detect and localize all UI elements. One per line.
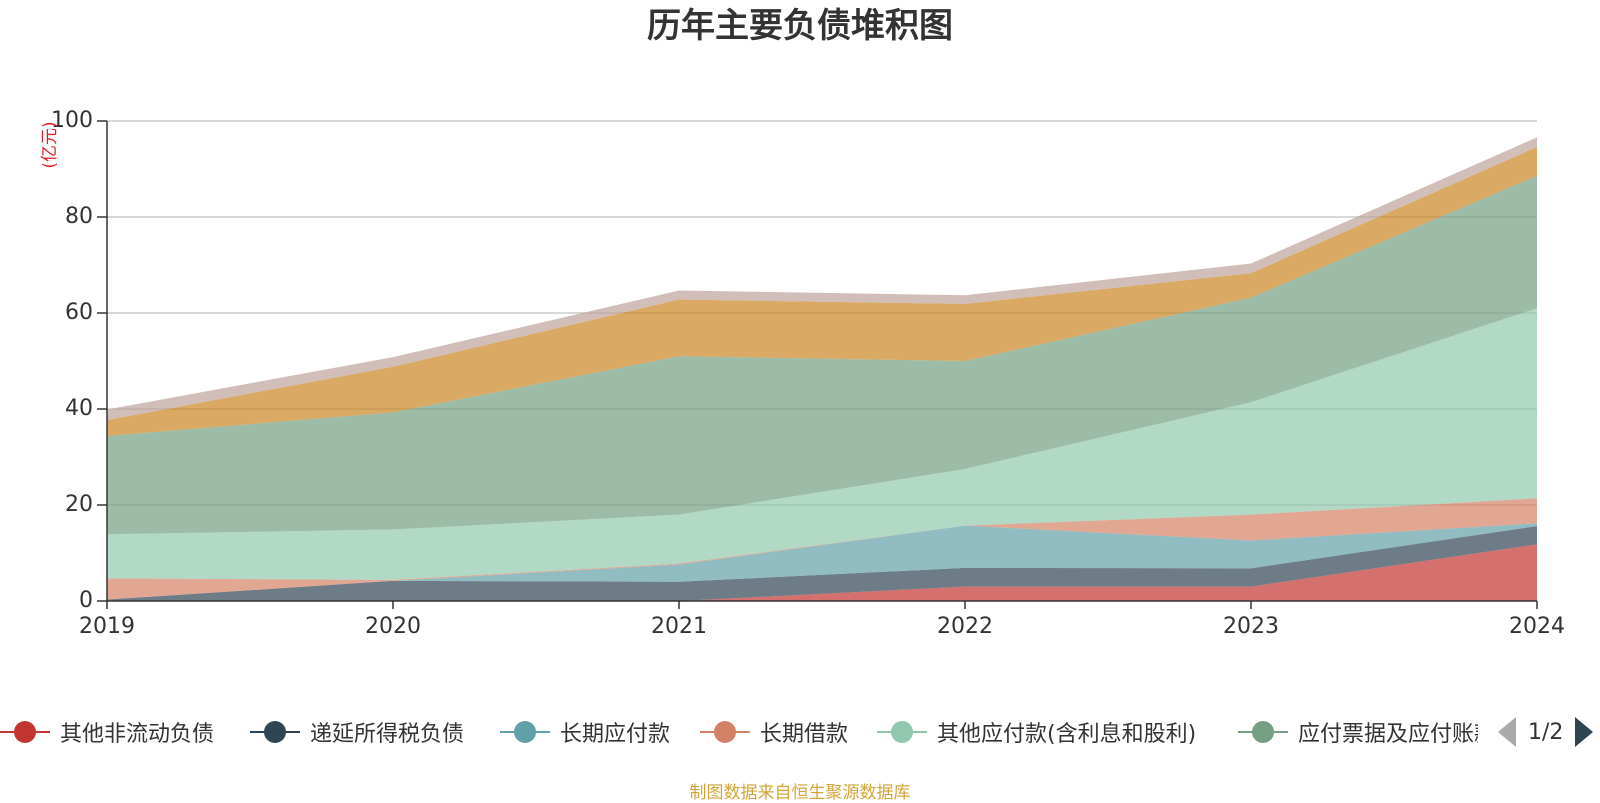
legend-marker-icon xyxy=(0,720,50,744)
area-series xyxy=(107,137,1537,601)
legend-label: 应付票据及应付账款 xyxy=(1298,722,1478,747)
legend-item[interactable]: 其他非流动负债 xyxy=(0,712,214,752)
legend-item[interactable]: 长期应付款 xyxy=(500,712,670,752)
legend-next-icon[interactable] xyxy=(1575,717,1594,747)
area-series-7 xyxy=(107,146,1537,436)
area-series-2 xyxy=(107,526,1537,601)
x-tick-labels: 2019 2020 2021 2022 2023 2024 xyxy=(79,601,1565,639)
legend-label: 长期应付款 xyxy=(560,722,671,747)
legend-page-indicator: 1/2 xyxy=(1528,719,1564,745)
legend-label: 长期借款 xyxy=(760,722,849,747)
y-tick-label: 60 xyxy=(65,300,93,325)
area-series-8 xyxy=(107,137,1537,421)
data-source-note: 制图数据来自恒生聚源数据库 xyxy=(689,783,911,803)
y-tick-label: 100 xyxy=(51,108,93,133)
legend-item[interactable]: 应付票据及应付账款 xyxy=(1238,712,1478,752)
y-axis-label: (亿元) xyxy=(40,121,60,168)
x-tick-label: 2020 xyxy=(365,614,421,639)
x-tick-label: 2023 xyxy=(1223,614,1279,639)
x-tick-label: 2024 xyxy=(1509,614,1565,639)
y-tick-label: 40 xyxy=(65,396,93,421)
axes xyxy=(106,121,1537,602)
legend-pager: 1/2 xyxy=(1498,712,1594,752)
x-tick-label: 2021 xyxy=(651,614,707,639)
x-tick-label: 2022 xyxy=(937,614,993,639)
legend: 其他非流动负债 递延所得税负债 长期应付款 长期借款 其他应付款(含利息和股利) 应付票据… xyxy=(0,712,1600,752)
area-series-4 xyxy=(107,498,1537,600)
legend-marker-icon xyxy=(877,720,927,744)
area-series-3 xyxy=(107,523,1537,600)
legend-label: 递延所得税负债 xyxy=(310,722,465,747)
y-tick-label: 80 xyxy=(65,204,93,229)
legend-label: 其他应付款(含利息和股利) xyxy=(937,722,1197,747)
legend-items: 其他非流动负债 递延所得税负债 长期应付款 长期借款 其他应付款(含利息和股利) 应付票据… xyxy=(0,712,1478,752)
y-tick-labels: 0 20 40 60 80 100 xyxy=(51,108,107,613)
stacked-area-chart: 0 20 40 60 80 100 2019 2020 2021 2022 2023 2024 (亿… xyxy=(40,108,1565,639)
y-tick-label: 0 xyxy=(79,588,93,613)
x-tick-label: 2019 xyxy=(79,614,135,639)
legend-prev-icon[interactable] xyxy=(1498,717,1516,747)
legend-marker-icon xyxy=(500,720,550,744)
legend-marker-icon xyxy=(1238,720,1288,744)
legend-item[interactable]: 长期借款 xyxy=(700,712,848,752)
legend-marker-icon xyxy=(250,720,300,744)
chart-title: 历年主要负债堆积图 xyxy=(647,6,953,46)
legend-item[interactable]: 递延所得税负债 xyxy=(250,712,464,752)
y-tick-label: 20 xyxy=(65,492,93,517)
area-series-5 xyxy=(107,308,1537,580)
legend-label: 其他非流动负债 xyxy=(60,722,215,747)
legend-marker-icon xyxy=(700,720,750,744)
area-series-1 xyxy=(107,544,1537,601)
area-series-6 xyxy=(107,175,1537,535)
legend-item[interactable]: 其他应付款(含利息和股利) xyxy=(877,712,1196,752)
